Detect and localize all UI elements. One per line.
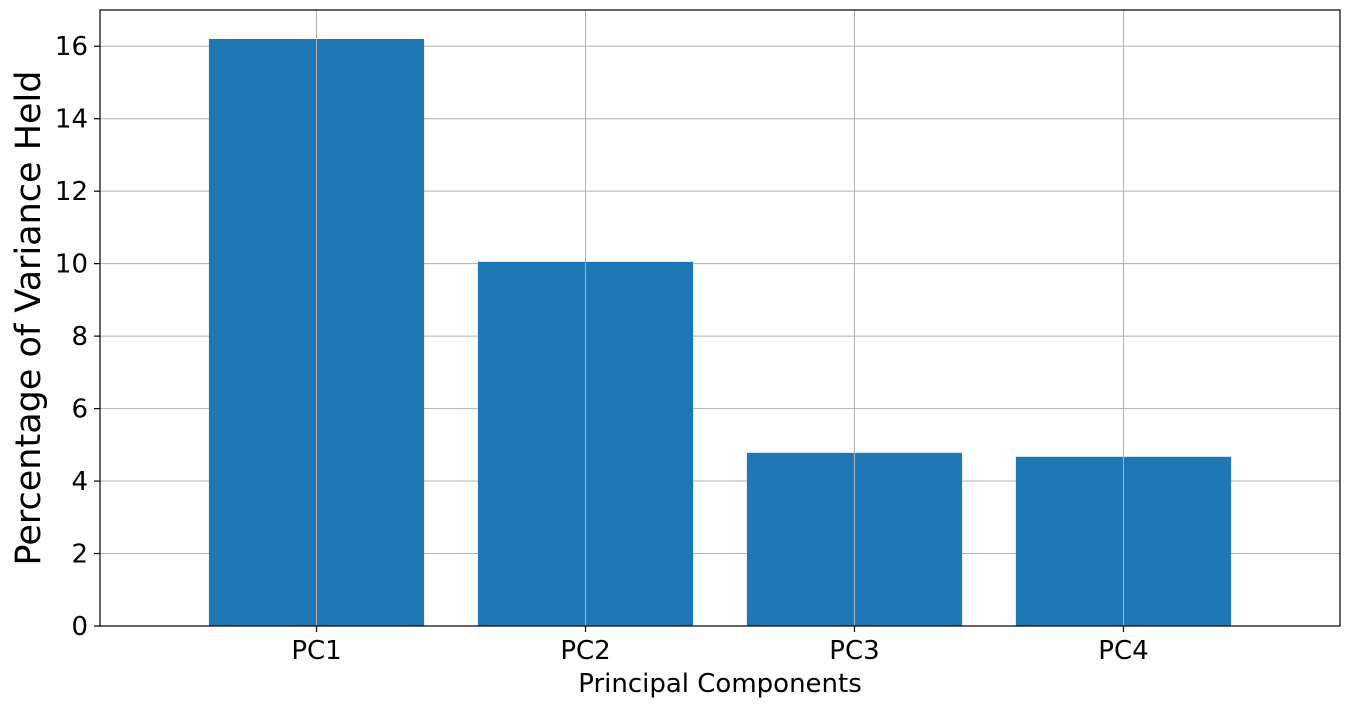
x-axis-title: Principal Components	[578, 669, 862, 699]
y-tick-label: 4	[71, 467, 88, 497]
y-tick-label: 8	[71, 322, 88, 352]
y-tick-label: 6	[71, 395, 88, 425]
x-tick-label: PC3	[829, 636, 879, 666]
bars	[208, 38, 1232, 627]
x-tick-label: PC2	[560, 636, 610, 666]
x-grid	[316, 10, 1124, 626]
y-tick-label: 0	[71, 612, 88, 642]
y-tick-label: 12	[55, 177, 88, 207]
x-axis-ticks: PC1 PC2 PC3 PC4	[291, 626, 1149, 666]
plot-frame	[99, 9, 1341, 627]
y-tick-label: 2	[71, 540, 88, 570]
y-axis-title: Percentage of Variance Held	[9, 71, 49, 566]
x-tick-label: PC1	[291, 636, 341, 666]
y-axis-ticks: 0 2 4 6 8 10 12 14 16	[55, 32, 100, 642]
x-tick-label: PC4	[1098, 636, 1148, 666]
y-tick-label: 16	[55, 32, 88, 62]
y-tick-label: 14	[55, 105, 88, 135]
y-tick-label: 10	[55, 250, 88, 280]
